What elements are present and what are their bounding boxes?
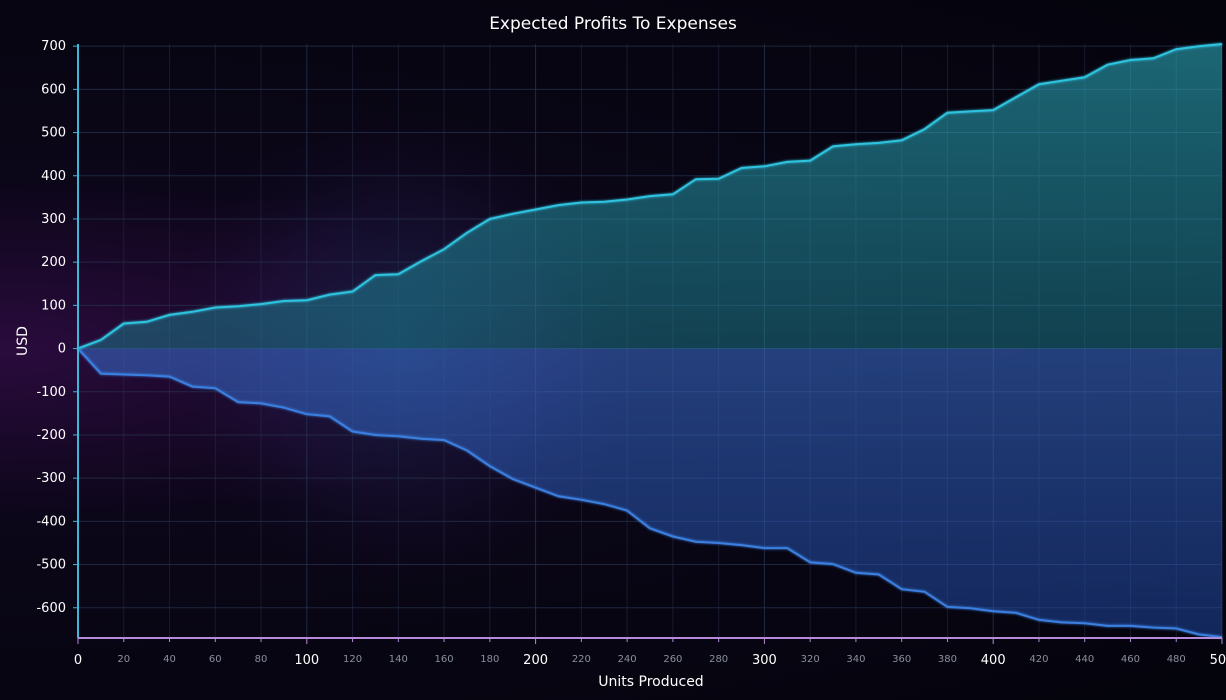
x-axis-ticks: 0 100 200 300 400 500 20 40 60 80 120 140 160 180 220 2… xyxy=(74,638,1226,668)
x-tick-label: 180 xyxy=(480,654,499,665)
chart-title: Expected Profits To Expenses xyxy=(489,14,737,34)
x-tick-label: 140 xyxy=(389,654,408,665)
x-tick-label: 260 xyxy=(663,654,682,665)
x-tick-label: 60 xyxy=(209,654,222,665)
x-tick-label: 100 xyxy=(294,653,319,668)
series-lines xyxy=(77,43,1223,639)
x-tick-label: 480 xyxy=(1167,654,1186,665)
y-tick-label: -600 xyxy=(36,601,66,616)
x-tick-label: 160 xyxy=(435,654,454,665)
series-line-1 xyxy=(77,43,1223,350)
y-tick-label: -300 xyxy=(36,471,66,486)
y-tick-label: 500 xyxy=(41,126,66,141)
x-tick-label: 280 xyxy=(709,654,728,665)
x-tick-label: 20 xyxy=(117,654,130,665)
x-axis-title: Units Produced xyxy=(598,674,703,690)
y-tick-label: 0 xyxy=(58,342,66,357)
y-axis-ticks: 700 600 500 400 300 200 100 0 -100 -200 -300 -400 -5… xyxy=(36,39,78,616)
series-area-2 xyxy=(78,348,1222,638)
y-tick-label: 400 xyxy=(41,169,66,184)
x-tick-label: 440 xyxy=(1075,654,1094,665)
x-tick-label: 0 xyxy=(74,653,82,668)
y-tick-label: 700 xyxy=(41,39,66,54)
x-tick-label: 340 xyxy=(846,654,865,665)
y-tick-label: 100 xyxy=(41,298,66,313)
y-tick-label: -100 xyxy=(36,385,66,400)
y-tick-label: -500 xyxy=(36,558,66,573)
x-tick-label: 220 xyxy=(572,654,591,665)
y-tick-label: 300 xyxy=(41,212,66,227)
axes xyxy=(77,44,1222,639)
x-tick-label: 360 xyxy=(892,654,911,665)
x-tick-label: 380 xyxy=(938,654,957,665)
y-tick-label: -200 xyxy=(36,428,66,443)
x-tick-label: 460 xyxy=(1121,654,1140,665)
y-tick-label: -400 xyxy=(36,514,66,529)
x-tick-label: 420 xyxy=(1029,654,1048,665)
y-axis-title: USD xyxy=(15,326,31,356)
series-line-2 xyxy=(77,347,1223,639)
y-tick-label: 600 xyxy=(41,82,66,97)
x-tick-label: 400 xyxy=(981,653,1006,668)
x-tick-label: 200 xyxy=(523,653,548,668)
x-tick-label: 300 xyxy=(752,653,777,668)
y-tick-label: 200 xyxy=(41,255,66,270)
x-tick-label: 80 xyxy=(255,654,268,665)
x-tick-label: 120 xyxy=(343,654,362,665)
x-tick-label: 320 xyxy=(801,654,820,665)
x-tick-label: 40 xyxy=(163,654,176,665)
x-tick-label: 240 xyxy=(618,654,637,665)
x-tick-label: 500 xyxy=(1210,653,1226,668)
